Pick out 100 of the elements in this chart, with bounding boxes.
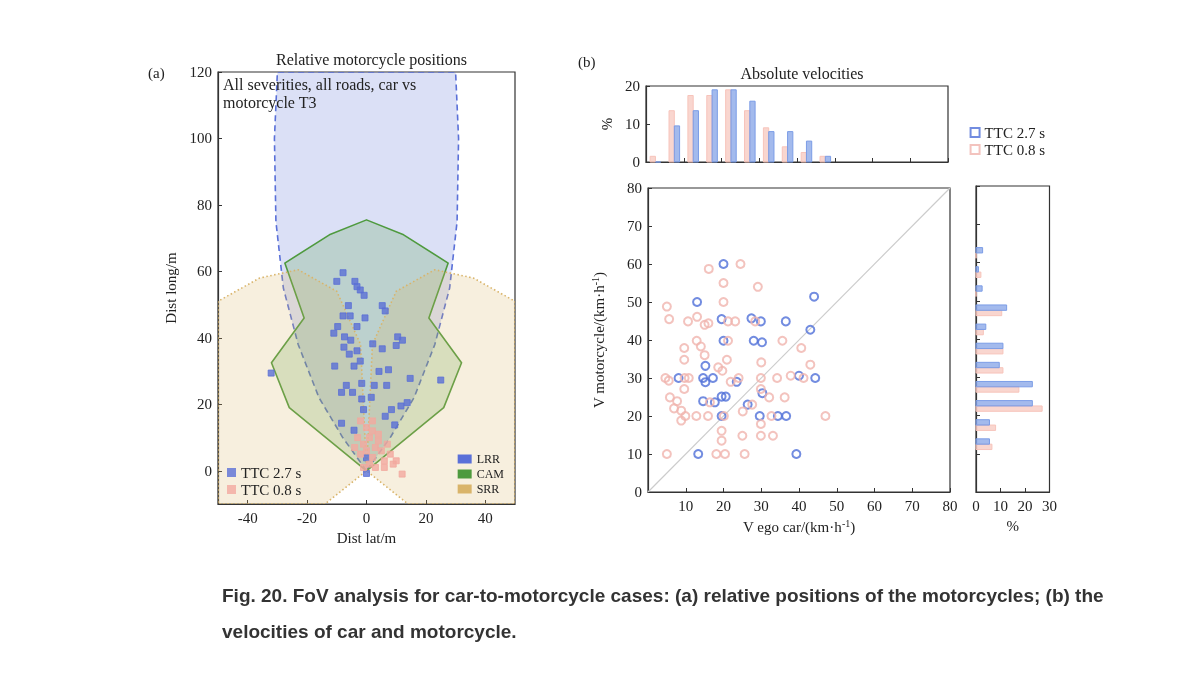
chart-title: Relative motorcycle positions xyxy=(275,50,468,69)
x-tick-label: 50 xyxy=(829,497,845,514)
point xyxy=(386,450,394,458)
y-tick-label: 0 xyxy=(204,462,212,479)
point xyxy=(755,316,766,327)
point xyxy=(794,370,804,381)
x-tick-label: -40 xyxy=(237,509,258,526)
point xyxy=(349,388,357,396)
point xyxy=(716,314,727,325)
point xyxy=(380,457,388,465)
point xyxy=(365,434,373,442)
x-tick-label: 20 xyxy=(716,497,731,514)
chart-title: Absolute velocities xyxy=(740,64,864,82)
point xyxy=(398,336,406,344)
point xyxy=(368,427,376,435)
point xyxy=(371,463,379,471)
y-tick-label: 0 xyxy=(634,484,642,500)
point xyxy=(718,259,729,269)
point xyxy=(692,297,703,307)
y-tick-label: 60 xyxy=(197,263,212,280)
y-tick-label: 20 xyxy=(197,396,212,413)
point xyxy=(360,291,368,299)
x-tick-label: 0 xyxy=(972,497,980,514)
point xyxy=(375,367,383,375)
point xyxy=(351,277,359,285)
y-axis-title: Dist long/m xyxy=(162,252,179,324)
legend-label: LRR xyxy=(476,452,500,466)
point xyxy=(350,426,358,434)
y-tick-label: 40 xyxy=(627,332,642,348)
point xyxy=(698,396,709,407)
x-tick-label: 40 xyxy=(791,497,807,514)
point xyxy=(397,402,405,410)
y-tick-label: 10 xyxy=(625,116,640,132)
point xyxy=(398,470,406,478)
point xyxy=(338,419,346,427)
legend-label: TTC 2.7 s xyxy=(241,464,302,481)
x-axis-title: Dist lat/m xyxy=(336,529,397,546)
point xyxy=(383,381,391,389)
point xyxy=(353,347,361,355)
point xyxy=(772,411,783,421)
x-tick-label: 80 xyxy=(942,497,958,514)
point xyxy=(341,333,349,341)
x-tick-label: 30 xyxy=(1042,497,1057,514)
point xyxy=(358,379,366,387)
point xyxy=(347,336,355,344)
point xyxy=(351,444,359,452)
point xyxy=(346,312,354,320)
point xyxy=(383,440,391,448)
point xyxy=(368,453,376,461)
point xyxy=(354,434,362,442)
point xyxy=(334,323,342,331)
point xyxy=(330,329,338,337)
point xyxy=(437,376,445,384)
point xyxy=(718,335,729,346)
point xyxy=(757,337,768,348)
point xyxy=(746,313,757,324)
text: (a) xyxy=(148,64,165,82)
x-tick-label: -20 xyxy=(297,509,318,526)
point xyxy=(381,307,389,315)
x-tick-label: 0 xyxy=(362,509,371,526)
point xyxy=(754,411,765,421)
point xyxy=(384,366,392,374)
x-axis-title: % xyxy=(1006,517,1019,534)
point xyxy=(267,369,275,377)
y-tick-label: 0 xyxy=(632,154,640,170)
point xyxy=(387,406,395,414)
point xyxy=(381,412,389,420)
point xyxy=(369,340,377,348)
legend-label: TTC 2.7 s xyxy=(984,124,1046,141)
point xyxy=(363,447,370,455)
point xyxy=(698,373,709,383)
point xyxy=(353,323,361,331)
point xyxy=(357,450,365,458)
point xyxy=(377,447,385,455)
y-tick-label: 50 xyxy=(627,294,642,310)
point xyxy=(757,388,768,399)
y-tick-label: 40 xyxy=(197,329,212,346)
point xyxy=(374,430,382,438)
point xyxy=(340,343,348,351)
point xyxy=(374,437,382,445)
point xyxy=(748,335,759,346)
point xyxy=(367,393,375,401)
x-tick-label: 70 xyxy=(904,497,920,514)
point xyxy=(345,350,353,358)
point xyxy=(781,411,792,421)
legend-label: SRR xyxy=(476,482,500,496)
point xyxy=(716,391,727,402)
point xyxy=(380,463,388,471)
y-axis-title: % xyxy=(598,117,615,131)
point xyxy=(363,424,370,432)
x-tick-label: 30 xyxy=(753,497,769,514)
annotation: All severities, all roads, car vs motorcycle T3 xyxy=(223,75,421,112)
point xyxy=(673,373,684,383)
point xyxy=(331,362,339,370)
legend-label: TTC 0.8 s xyxy=(241,481,302,498)
y-tick-label: 10 xyxy=(627,446,642,462)
point xyxy=(350,362,358,370)
point xyxy=(780,316,791,327)
point xyxy=(339,312,347,320)
point xyxy=(363,469,370,477)
